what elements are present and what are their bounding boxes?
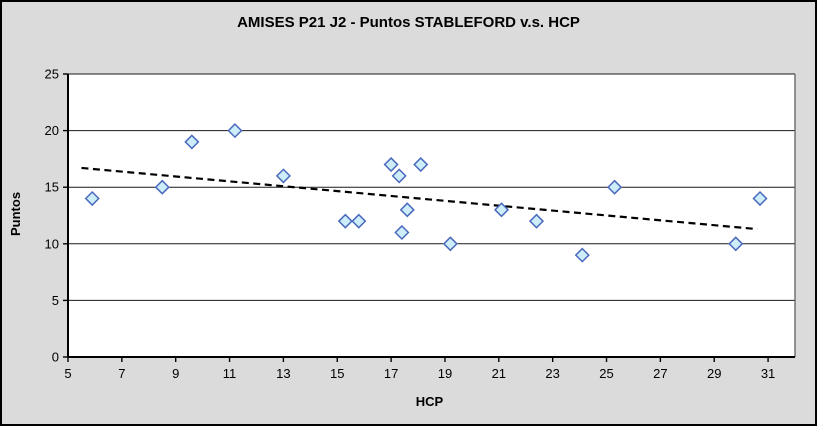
x-tick-label-5: 5 [64,366,71,381]
x-tick-label-21: 21 [492,366,506,381]
trendline [81,166,758,231]
plot-area [68,74,795,357]
x-axis-title: HCP [415,394,444,409]
x-tick-label-11: 11 [223,366,237,381]
x-tick-label-9: 9 [172,366,179,381]
data-point-2 [184,134,200,150]
y-tick-label-10: 10 [45,236,59,251]
chart-title: AMISES P21 J2 - Puntos STABLEFORD v.s. H… [237,14,580,31]
data-point-5 [337,213,353,229]
data-point-12 [442,236,458,252]
data-point-17 [728,236,744,252]
x-tick-label-25: 25 [599,366,613,381]
x-tick-label-17: 17 [384,366,398,381]
y-tick-label-15: 15 [45,180,59,195]
x-tick-label-13: 13 [276,366,290,381]
x-tick-label-27: 27 [653,366,667,381]
y-tick-label-25: 25 [45,67,59,82]
data-point-7 [383,156,399,173]
x-tick-label-15: 15 [330,366,344,381]
data-point-1 [154,179,170,195]
x-tick-label-7: 7 [118,366,125,381]
data-point-9 [394,224,410,241]
x-tick-label-29: 29 [707,366,721,381]
x-tick-label-23: 23 [545,366,559,381]
data-point-14 [528,213,545,229]
y-tick-label-20: 20 [45,123,59,138]
y-tick-label-0: 0 [52,350,59,365]
data-point-0 [84,190,100,207]
data-point-3 [227,123,243,139]
data-point-13 [493,202,510,218]
data-point-8 [391,168,407,184]
data-point-11 [413,156,429,173]
y-axis-title: Puntos [8,191,23,236]
data-point-4 [275,168,291,184]
data-point-15 [574,247,590,263]
data-point-16 [607,179,623,195]
data-point-6 [351,213,367,229]
y-tick-label-5: 5 [52,293,59,308]
data-point-18 [752,190,768,207]
x-tick-label-31: 31 [761,366,775,381]
data-point-10 [399,202,415,218]
x-tick-label-19: 19 [438,366,452,381]
